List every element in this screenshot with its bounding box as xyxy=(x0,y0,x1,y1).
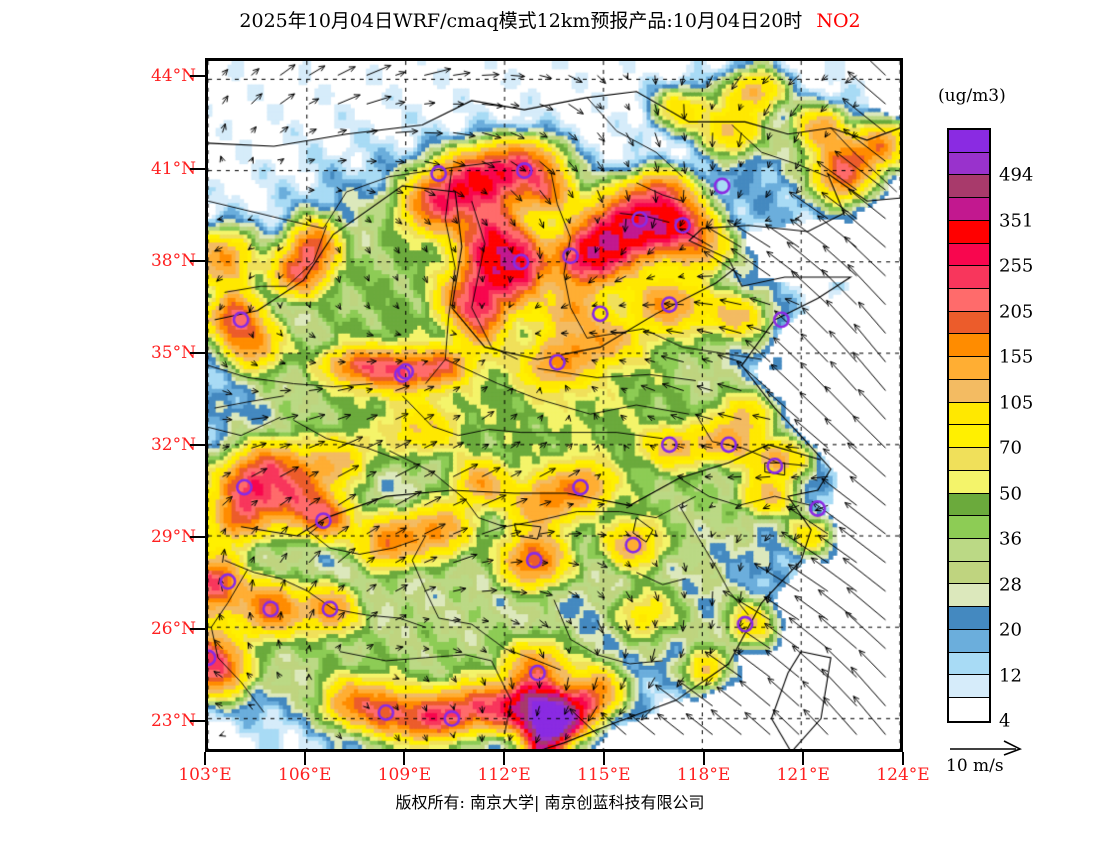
colorbar-swatch[interactable] xyxy=(949,289,989,312)
colorbar-tick-label: 205 xyxy=(999,301,1034,323)
colorbar-swatch[interactable] xyxy=(949,470,989,494)
colorbar-swatch[interactable] xyxy=(949,334,989,358)
y-tick-label: 44°N xyxy=(150,66,196,87)
forecast-map[interactable] xyxy=(205,58,903,752)
colorbar-swatch[interactable] xyxy=(949,448,989,471)
wind-scale-label: 10 m/s xyxy=(946,756,1004,776)
arrow-right-icon xyxy=(950,740,1022,756)
x-tick-label: 118°E xyxy=(676,765,731,785)
x-tick-label: 112°E xyxy=(477,765,531,785)
x-tick-label: 115°E xyxy=(577,765,631,785)
x-tick xyxy=(602,752,605,765)
y-tick-label: 26°N xyxy=(150,619,196,640)
colorbar-units-label: (ug/m3) xyxy=(938,86,1006,106)
wind-scale-key: 10 m/s xyxy=(946,738,1076,790)
x-tick-label: 121°E xyxy=(776,765,830,785)
colorbar-swatch[interactable] xyxy=(949,130,989,153)
colorbar-swatch[interactable] xyxy=(949,652,989,676)
colorbar-tick-label: 155 xyxy=(999,346,1034,368)
y-tick-label: 35°N xyxy=(150,342,196,363)
y-tick xyxy=(190,75,205,78)
x-tick xyxy=(702,752,705,765)
y-tick-label: 23°N xyxy=(150,711,196,732)
colorbar-tick-label: 255 xyxy=(999,255,1034,277)
y-tick-label: 38°N xyxy=(150,250,196,271)
x-tick-label: 103°E xyxy=(178,765,232,785)
colorbar-labels: 494 351 255 205 155 105 70 50 36 28 20 12 4 xyxy=(999,128,1089,732)
colorbar-swatch[interactable] xyxy=(949,561,989,585)
y-tick xyxy=(190,720,205,723)
colorbar-swatch[interactable] xyxy=(949,607,989,630)
colorbar-swatch[interactable] xyxy=(949,402,989,426)
colorbar-swatch[interactable] xyxy=(949,584,989,608)
colorbar-tick-label: 12 xyxy=(999,665,1022,687)
colorbar-swatch[interactable] xyxy=(949,629,989,653)
x-tick xyxy=(303,752,306,765)
colorbar-swatch[interactable] xyxy=(949,357,989,380)
colorbar-tick-label: 351 xyxy=(999,210,1034,232)
colorbar-tick-label: 105 xyxy=(999,392,1034,414)
colorbar-tick-label: 28 xyxy=(999,574,1022,596)
y-tick-label: 41°N xyxy=(150,158,196,179)
colorbar-tick-label: 494 xyxy=(999,164,1034,186)
y-tick-label: 32°N xyxy=(150,434,196,455)
colorbar-swatch[interactable] xyxy=(949,675,989,698)
colorbar-swatch[interactable] xyxy=(949,425,989,449)
x-tick xyxy=(802,752,805,765)
colorbar-swatch[interactable] xyxy=(949,493,989,517)
x-tick xyxy=(403,752,406,765)
colorbar-swatch[interactable] xyxy=(949,311,989,335)
y-tick xyxy=(190,536,205,539)
x-tick-label: 124°E xyxy=(876,765,930,785)
x-tick xyxy=(902,752,904,765)
colorbar-tick-label: 70 xyxy=(999,437,1022,459)
colorbar-swatch[interactable] xyxy=(949,198,989,221)
x-tick-label: 106°E xyxy=(278,765,332,785)
colorbar-swatch[interactable] xyxy=(949,243,989,267)
colorbar[interactable] xyxy=(947,128,991,723)
y-tick xyxy=(190,443,205,446)
page-title: 2025年10月04日WRF/cmaq模式12km预报产品:10月04日20时 N… xyxy=(0,6,1100,33)
colorbar-swatch[interactable] xyxy=(949,266,989,290)
title-species-label: NO2 xyxy=(816,10,861,32)
colorbar-swatch[interactable] xyxy=(949,152,989,176)
colorbar-swatch[interactable] xyxy=(949,379,989,403)
x-tick xyxy=(204,752,206,765)
copyright-footer: 版权所有: 南京大学| 南京创蓝科技有限公司 xyxy=(395,793,705,812)
colorbar-swatch[interactable] xyxy=(949,516,989,539)
colorbar-tick-label: 50 xyxy=(999,483,1022,505)
colorbar-swatch[interactable] xyxy=(949,697,989,721)
x-tick xyxy=(503,752,506,765)
colorbar-tick-label: 20 xyxy=(999,619,1022,641)
y-tick xyxy=(190,167,205,170)
y-tick xyxy=(190,259,205,262)
colorbar-tick-label: 4 xyxy=(999,710,1011,732)
title-text: 2025年10月04日WRF/cmaq模式12km预报产品:10月04日20时 xyxy=(239,10,803,32)
x-tick-label: 109°E xyxy=(377,765,432,785)
y-tick xyxy=(190,351,205,354)
y-tick-label: 29°N xyxy=(150,527,196,548)
colorbar-swatch[interactable] xyxy=(949,220,989,244)
map-raster xyxy=(208,61,900,749)
colorbar-tick-label: 36 xyxy=(999,528,1022,550)
y-tick xyxy=(190,628,205,631)
colorbar-swatch[interactable] xyxy=(949,538,989,562)
colorbar-swatch[interactable] xyxy=(949,175,989,199)
